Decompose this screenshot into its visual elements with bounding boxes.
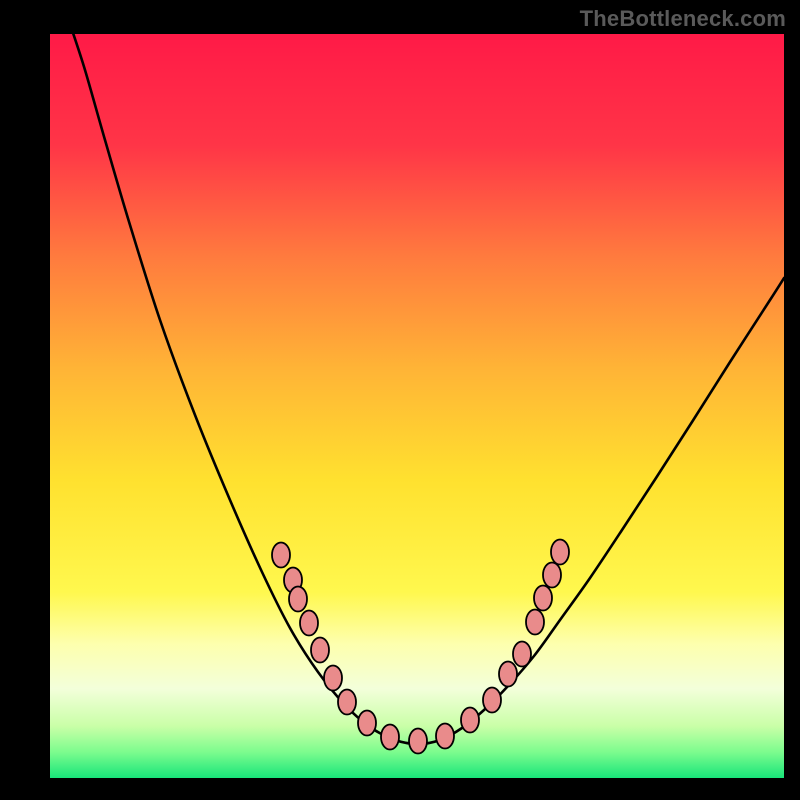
data-marker	[358, 711, 376, 736]
data-marker	[311, 638, 329, 663]
data-marker	[534, 586, 552, 611]
watermark-text: TheBottleneck.com	[580, 6, 786, 32]
data-marker	[483, 688, 501, 713]
data-marker	[409, 729, 427, 754]
stage: TheBottleneck.com	[0, 0, 800, 800]
data-marker	[381, 725, 399, 750]
data-marker	[499, 662, 517, 687]
gradient-background	[50, 34, 784, 778]
chart-svg	[0, 0, 800, 800]
data-marker	[436, 724, 454, 749]
data-marker	[513, 642, 531, 667]
data-marker	[338, 690, 356, 715]
data-marker	[324, 666, 342, 691]
data-marker	[289, 587, 307, 612]
data-marker	[272, 543, 290, 568]
plot-area	[50, 24, 784, 778]
data-marker	[300, 611, 318, 636]
data-marker	[551, 540, 569, 565]
data-marker	[543, 563, 561, 588]
data-marker	[461, 708, 479, 733]
data-marker	[526, 610, 544, 635]
